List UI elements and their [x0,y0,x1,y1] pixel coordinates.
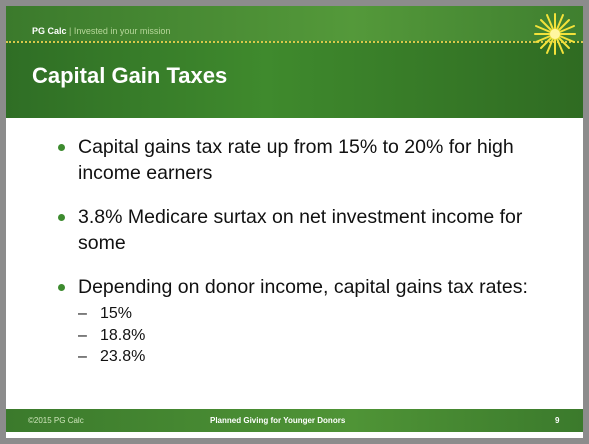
bullet-item: 3.8% Medicare surtax on net investment i… [58,204,528,256]
header-strip [6,6,583,41]
bullet-text: Depending on donor income, capital gains… [78,276,528,298]
sub-text: 15% [100,305,133,322]
bullet-text: Capital gains tax rate up from 15% to 20… [78,136,514,184]
slide: PG Calc | Invested in your mission Capit… [6,6,583,438]
slide-title: Capital Gain Taxes [32,63,228,88]
brand: PG Calc [32,26,67,36]
bullet-dot [58,144,65,151]
brand-line: PG Calc | Invested in your mission [32,26,170,36]
dotted-rule [6,41,583,43]
bullet-text: 3.8% Medicare surtax on net investment i… [78,206,523,254]
footer-title: Planned Giving for Younger Donors [210,416,346,425]
sub-item: –15% [78,303,528,325]
sub-dash: – [78,326,87,344]
sub-list: –15% –18.8% –23.8% [78,303,528,368]
bullet-item: Capital gains tax rate up from 15% to 20… [58,134,528,186]
separator: | [69,26,72,36]
sub-item: –23.8% [78,346,528,368]
sub-item: –18.8% [78,325,528,347]
bullet-item: Depending on donor income, capital gains… [58,274,528,368]
bullet-dot [58,214,65,221]
sub-dash: – [78,348,87,365]
page-number: 9 [555,416,560,425]
bullet-list: Capital gains tax rate up from 15% to 20… [58,134,528,386]
sunburst-icon [534,13,576,55]
sub-dash: – [78,305,87,322]
footer-band: ©2015 PG Calc Planned Giving for Younger… [6,409,583,432]
sub-text: 18.8% [100,326,146,344]
tagline: Invested in your mission [73,26,171,36]
copyright: ©2015 PG Calc [28,416,84,425]
sub-text: 23.8% [100,348,146,365]
bullet-dot [58,284,65,291]
